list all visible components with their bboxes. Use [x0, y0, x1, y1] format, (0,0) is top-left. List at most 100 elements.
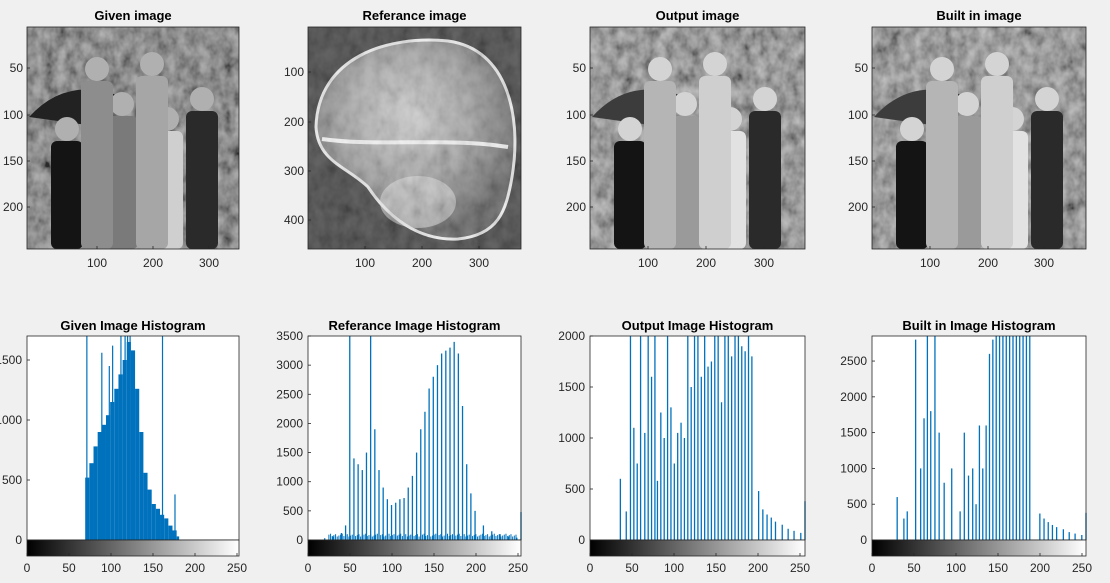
colorbar: [872, 540, 1086, 556]
x-tick-label: 100: [87, 256, 107, 270]
bars: [324, 336, 522, 540]
colorbar: [27, 540, 239, 556]
histogram-bar: [139, 432, 144, 540]
panel-title: Referance image: [362, 8, 466, 23]
y-tick-label: 1500: [0, 353, 22, 367]
x-tick-label: 50: [625, 561, 639, 575]
axes-frame: [307, 26, 522, 250]
x-tick-label: 300: [199, 256, 219, 270]
y-tick-label: 300: [284, 164, 304, 178]
histogram-bar: [101, 424, 106, 540]
x-tick-label: 100: [101, 561, 121, 575]
y-tick-label: 2500: [276, 387, 303, 401]
x-tick-label: 200: [1030, 561, 1050, 575]
histogram-bar: [97, 432, 102, 540]
plot-area: [308, 336, 521, 540]
y-tick-label: 500: [283, 504, 303, 518]
bars: [619, 336, 806, 540]
y-tick-label: 200: [3, 200, 23, 214]
image-panel-builtin-image: Built in image 100 200 300 50 100 150 200: [848, 8, 1087, 270]
histogram-title: Built in Image Histogram: [902, 318, 1055, 333]
x-tick-label: 150: [143, 561, 163, 575]
panel-title: Output image: [656, 8, 740, 23]
x-tick-label: 150: [988, 561, 1008, 575]
x-tick-label: 250: [1072, 561, 1092, 575]
y-tick-label: 100: [3, 108, 23, 122]
histogram-panel-3: Output Image Histogram 0 500 1000 1500 2000 0 5…: [558, 318, 810, 575]
y-tick-label: 500: [2, 473, 22, 487]
histogram-bar: [164, 518, 169, 540]
y-tick-label: 0: [15, 533, 22, 547]
y-tick-label: 200: [284, 115, 304, 129]
y-tick-label: 100: [848, 108, 868, 122]
histogram-bar: [155, 508, 161, 540]
x-tick-label: 150: [706, 561, 726, 575]
y-tick-label: 100: [566, 108, 586, 122]
y-tick-label: 0: [578, 533, 585, 547]
x-tick-label: 200: [748, 561, 768, 575]
image-panel-output-image: Output image 100 200 300 50 100 150 200: [566, 8, 806, 270]
x-tick-label: 200: [978, 256, 998, 270]
y-tick-label: 50: [855, 61, 869, 75]
histogram-panel-4: Built in Image Histogram0500100015002000…: [840, 318, 1092, 575]
x-tick-label: 300: [469, 256, 489, 270]
x-tick-label: 0: [305, 561, 312, 575]
x-tick-label: 0: [24, 561, 31, 575]
panel-title: Built in image: [936, 8, 1021, 23]
histogram-bar: [105, 415, 111, 540]
histogram-bar: [176, 536, 180, 540]
histogram-title: Given Image Histogram: [60, 318, 205, 333]
x-tick-label: 50: [343, 561, 357, 575]
x-tick-label: 250: [508, 561, 528, 575]
histogram-title: Output Image Histogram: [622, 318, 774, 333]
x-tick-label: 200: [143, 256, 163, 270]
histogram-title: Referance Image Histogram: [329, 318, 501, 333]
x-tick-label: 100: [664, 561, 684, 575]
x-tick-label: 100: [355, 256, 375, 270]
y-tick-label: 0: [296, 533, 303, 547]
x-tick-label: 250: [790, 561, 810, 575]
given-image-picture: [27, 27, 239, 249]
axes-frame: [871, 26, 1087, 250]
y-tick-label: 50: [10, 61, 24, 75]
y-tick-label: 500: [847, 497, 867, 511]
histogram-bar: [93, 446, 98, 540]
histogram-bar: [126, 342, 131, 540]
y-tick-label: 400: [284, 213, 304, 227]
x-tick-label: 200: [185, 561, 205, 575]
bars: [896, 336, 1087, 540]
y-tick-label: 3500: [276, 329, 303, 343]
output-image-picture: [590, 27, 805, 249]
x-tick-label: 100: [920, 256, 940, 270]
x-tick-label: 200: [412, 256, 432, 270]
x-tick-label: 300: [1034, 256, 1054, 270]
panel-title: Given image: [94, 8, 171, 23]
histogram-bar: [89, 463, 94, 540]
histogram-bar: [168, 525, 173, 540]
x-tick-label: 200: [696, 256, 716, 270]
histogram-bar: [114, 388, 119, 540]
y-tick-label: 3000: [276, 358, 303, 372]
bars: [85, 336, 180, 540]
y-tick-label: 2000: [840, 390, 867, 404]
colorbar: [590, 540, 805, 556]
y-tick-label: 2500: [840, 354, 867, 368]
y-tick-label: 1500: [840, 426, 867, 440]
axes-frame: [26, 26, 240, 250]
y-tick-label: 2000: [558, 329, 585, 343]
histogram-bar: [143, 472, 148, 540]
x-tick-label: 250: [227, 561, 247, 575]
x-tick-label: 300: [754, 256, 774, 270]
x-tick-label: 100: [638, 256, 658, 270]
y-tick-label: 1500: [276, 446, 303, 460]
histogram-panel-1: Given Image Histogram 0 500 1000 1500 0 50 100 1…: [0, 318, 247, 575]
y-tick-label: 150: [3, 154, 23, 168]
x-tick-label: 150: [424, 561, 444, 575]
histogram-bar: [151, 504, 156, 540]
histogram-bar: [135, 388, 140, 540]
x-tick-label: 50: [907, 561, 921, 575]
x-tick-label: 100: [382, 561, 402, 575]
y-tick-label: 2000: [276, 416, 303, 430]
y-tick-label: 1000: [558, 431, 585, 445]
